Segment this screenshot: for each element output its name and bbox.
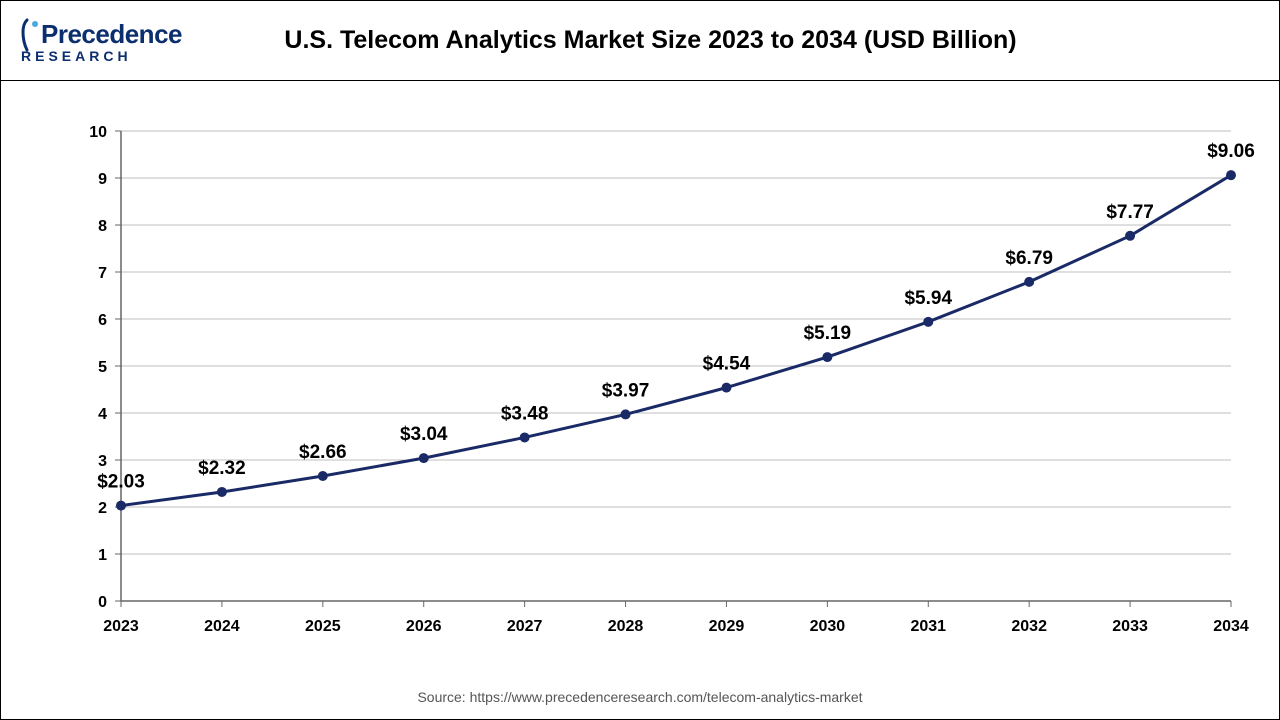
line-chart: 0 1 2 3 4 5 6 7 8 9 10 2023 2024 2025 2026 2027 2028 2029…: [1, 81, 1279, 681]
svg-text:1: 1: [98, 547, 107, 564]
svg-text:9: 9: [98, 171, 107, 188]
svg-text:$9.06: $9.06: [1207, 141, 1255, 162]
source-footer: Source: https://www.precedenceresearch.c…: [1, 681, 1279, 705]
chart-title: U.S. Telecom Analytics Market Size 2023 …: [182, 26, 1259, 55]
svg-text:$2.66: $2.66: [299, 442, 347, 463]
svg-text:6: 6: [98, 312, 107, 329]
svg-text:$3.48: $3.48: [501, 403, 549, 424]
header: Precedence RESEARCH U.S. Telecom Analyti…: [1, 1, 1279, 81]
svg-text:$6.79: $6.79: [1005, 248, 1053, 269]
svg-text:$5.94: $5.94: [904, 288, 952, 309]
svg-text:$5.19: $5.19: [804, 323, 852, 344]
svg-text:$3.97: $3.97: [602, 380, 650, 401]
svg-text:8: 8: [98, 218, 107, 235]
logo-text-top: Precedence: [41, 19, 182, 50]
svg-text:2032: 2032: [1011, 618, 1047, 635]
svg-text:$2.32: $2.32: [198, 458, 246, 479]
svg-text:2024: 2024: [204, 618, 240, 635]
svg-text:$2.03: $2.03: [97, 472, 145, 493]
svg-text:2034: 2034: [1213, 618, 1249, 635]
svg-text:2030: 2030: [810, 618, 846, 635]
svg-text:2028: 2028: [608, 618, 644, 635]
svg-text:2033: 2033: [1112, 618, 1148, 635]
svg-text:10: 10: [89, 124, 107, 141]
svg-text:0: 0: [98, 594, 107, 611]
svg-text:$3.04: $3.04: [400, 424, 448, 445]
svg-text:2027: 2027: [507, 618, 543, 635]
svg-text:2029: 2029: [709, 618, 745, 635]
chart-area: 0 1 2 3 4 5 6 7 8 9 10 2023 2024 2025 2026 2027 2028 2029…: [1, 81, 1280, 681]
svg-text:5: 5: [98, 359, 107, 376]
svg-text:2: 2: [98, 500, 107, 517]
svg-text:2025: 2025: [305, 618, 341, 635]
svg-text:4: 4: [98, 406, 107, 423]
svg-text:3: 3: [98, 453, 107, 470]
logo-text-bottom: RESEARCH: [21, 48, 182, 64]
svg-text:$7.77: $7.77: [1106, 202, 1154, 223]
svg-text:2026: 2026: [406, 618, 442, 635]
svg-text:2031: 2031: [910, 618, 946, 635]
logo-mark-icon: [21, 18, 41, 52]
svg-text:7: 7: [98, 265, 107, 282]
svg-text:2023: 2023: [103, 618, 139, 635]
logo: Precedence RESEARCH: [21, 18, 182, 64]
svg-text:$4.54: $4.54: [703, 354, 751, 375]
